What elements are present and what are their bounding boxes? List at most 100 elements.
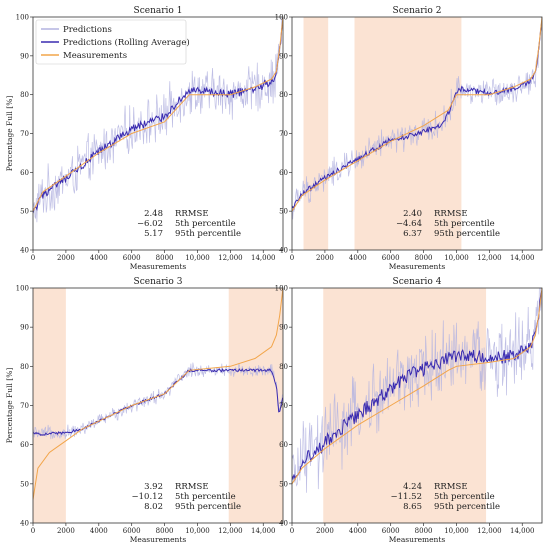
x-tick-label: 0 — [31, 527, 35, 535]
stat-label: 95th percentile — [434, 229, 500, 239]
x-tick-label: 10,000 — [185, 254, 210, 262]
series-predictions — [292, 17, 542, 220]
x-tick-label: 0 — [290, 254, 294, 262]
stat-value: 3.92 — [144, 482, 163, 492]
legend-entry-label: Predictions — [63, 25, 112, 35]
x-tick-label: 8000 — [415, 254, 433, 262]
y-tick-label: 70 — [279, 130, 288, 138]
y-axis-label: Percentage Full [%] — [5, 368, 14, 444]
series-rolling-average — [33, 24, 283, 214]
series-rolling-average — [292, 21, 542, 210]
legend-entry-label: Predictions (Rolling Average) — [63, 37, 190, 48]
y-tick-label: 60 — [20, 441, 29, 449]
x-tick-label: 8000 — [156, 527, 174, 535]
stat-value: 2.48 — [144, 209, 163, 219]
stat-value: 6.37 — [403, 229, 422, 239]
x-tick-label: 2000 — [57, 527, 75, 535]
y-tick-label: 90 — [20, 52, 29, 60]
y-tick-label: 80 — [20, 363, 29, 371]
stat-label: 5th percentile — [434, 219, 495, 229]
x-tick-label: 10,000 — [185, 527, 210, 535]
stat-label: 95th percentile — [175, 229, 241, 239]
series-measurements — [33, 17, 283, 212]
x-axis-label: Measurements — [389, 262, 446, 271]
stat-value: 4.24 — [403, 482, 422, 492]
x-tick-label: 2000 — [316, 527, 334, 535]
y-tick-label: 50 — [20, 480, 29, 488]
stat-label: RRMSE — [434, 209, 468, 219]
x-axis-label: Measurements — [130, 535, 187, 544]
stat-value: 8.65 — [403, 502, 422, 512]
stat-label: 5th percentile — [175, 219, 236, 229]
y-tick-label: 80 — [20, 91, 29, 99]
x-axis-label: Measurements — [389, 535, 446, 544]
y-tick-label: 50 — [279, 208, 288, 216]
x-tick-label: 4000 — [90, 254, 108, 262]
panel-title: Scenario 4 — [393, 277, 442, 287]
y-tick-label: 70 — [279, 402, 288, 410]
panel-title: Scenario 2 — [393, 6, 442, 16]
panel-scenario-2: 0 2000 4000 6000 8000 10,000 12,000 14,000 40 50 6… — [275, 6, 543, 271]
y-tick-label: 60 — [20, 169, 29, 177]
y-tick-label: 40 — [20, 247, 29, 255]
shaded-range — [33, 288, 66, 523]
x-tick-label: 0 — [290, 527, 294, 535]
series-measurements — [292, 17, 542, 212]
y-tick-label: 60 — [279, 441, 288, 449]
y-tick-label: 40 — [279, 247, 288, 255]
y-tick-label: 80 — [279, 363, 288, 371]
y-tick-label: 60 — [279, 169, 288, 177]
x-tick-label: 6000 — [123, 254, 141, 262]
panel-title: Scenario 3 — [134, 277, 183, 287]
x-tick-label: 12,000 — [218, 254, 243, 262]
series-measurements — [33, 288, 283, 500]
legend: Predictions Predictions (Rolling Average)… — [35, 19, 190, 65]
x-tick-label: 8000 — [156, 254, 174, 262]
x-tick-label: 4000 — [349, 527, 367, 535]
series-measurements — [292, 288, 542, 485]
shaded-range — [228, 288, 283, 523]
x-tick-label: 6000 — [382, 254, 400, 262]
stat-label: 95th percentile — [434, 502, 500, 512]
series-predictions — [292, 288, 542, 493]
x-tick-label: 8000 — [415, 527, 433, 535]
y-tick-label: 70 — [20, 402, 29, 410]
x-tick-label: 14,000 — [251, 254, 276, 262]
y-tick-label: 40 — [20, 520, 29, 528]
y-tick-label: 90 — [279, 324, 288, 332]
plot-area — [292, 288, 542, 523]
x-tick-label: 4000 — [90, 527, 108, 535]
y-tick-label: 40 — [279, 520, 288, 528]
y-tick-label: 80 — [279, 91, 288, 99]
stat-label: RRMSE — [175, 482, 209, 492]
y-tick-label: 100 — [275, 285, 288, 293]
shaded-range — [303, 17, 329, 250]
stat-value: −4.64 — [396, 219, 422, 229]
stat-value: 5.17 — [144, 229, 163, 239]
stat-value: −6.02 — [137, 219, 163, 229]
y-tick-label: 50 — [20, 208, 29, 216]
x-axis-label: Measurements — [130, 262, 187, 271]
plot-area — [292, 17, 542, 250]
stat-value: 8.02 — [144, 502, 163, 512]
stat-label: 95th percentile — [175, 502, 241, 512]
x-tick-label: 6000 — [382, 527, 400, 535]
x-tick-label: 10,000 — [444, 527, 469, 535]
x-tick-label: 2000 — [316, 254, 334, 262]
series-rolling-average — [33, 368, 283, 437]
panel-title: Scenario 1 — [134, 6, 183, 16]
panel-scenario-4: 0 2000 4000 6000 8000 10,000 12,000 14,000 40 50 6… — [275, 277, 543, 544]
plot-area — [33, 288, 283, 523]
series-rolling-average — [292, 291, 542, 481]
y-tick-label: 90 — [279, 52, 288, 60]
y-tick-label: 100 — [16, 14, 29, 22]
stat-label: 5th percentile — [434, 492, 495, 502]
x-tick-label: 4000 — [349, 254, 367, 262]
legend-box — [35, 19, 187, 65]
x-tick-label: 2000 — [57, 254, 75, 262]
y-tick-label: 50 — [279, 480, 288, 488]
x-tick-label: 12,000 — [477, 254, 502, 262]
y-tick-label: 100 — [16, 285, 29, 293]
stat-label: 5th percentile — [175, 492, 236, 502]
y-tick-label: 100 — [275, 14, 288, 22]
